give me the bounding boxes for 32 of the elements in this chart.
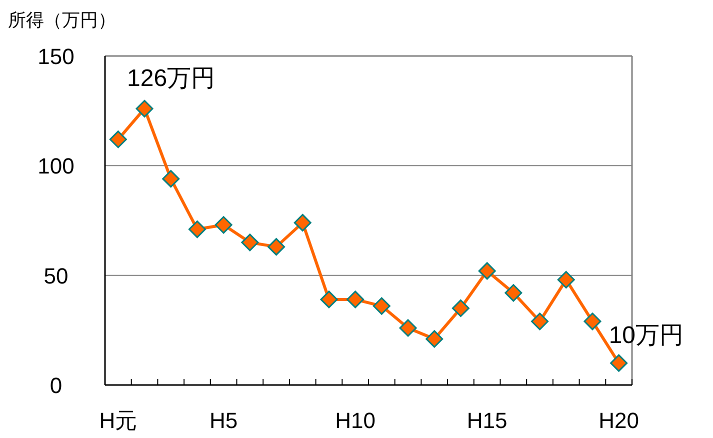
y-tick-label: 100 bbox=[38, 154, 74, 179]
point bbox=[214, 216, 232, 234]
point bbox=[162, 170, 180, 188]
point bbox=[109, 130, 127, 148]
point bbox=[372, 297, 390, 315]
point bbox=[504, 284, 522, 302]
annotation: 10万円 bbox=[608, 322, 684, 350]
point bbox=[320, 290, 338, 308]
y-tick-label: 150 bbox=[38, 44, 74, 69]
x-tick-label: H10 bbox=[335, 408, 376, 433]
point bbox=[241, 234, 259, 252]
point bbox=[610, 354, 628, 372]
y-tick-label: 50 bbox=[44, 263, 68, 288]
point bbox=[531, 312, 549, 330]
x-tick-label: H15 bbox=[466, 408, 508, 433]
point bbox=[478, 262, 496, 280]
x-tick-label: H元 bbox=[99, 408, 138, 433]
x-tick-label: H5 bbox=[210, 408, 238, 433]
point bbox=[584, 312, 602, 330]
y-axis-title: 所得（万円） bbox=[8, 10, 116, 30]
x-tick-label: H20 bbox=[598, 408, 640, 433]
point bbox=[426, 330, 444, 348]
point bbox=[452, 299, 470, 317]
point bbox=[294, 214, 312, 232]
point bbox=[268, 238, 286, 256]
point bbox=[557, 270, 575, 288]
point bbox=[188, 220, 206, 238]
point bbox=[136, 100, 154, 118]
y-tick-label: 0 bbox=[50, 373, 62, 398]
point bbox=[399, 319, 417, 337]
point bbox=[346, 290, 364, 308]
annotation: 126万円 bbox=[127, 65, 216, 92]
